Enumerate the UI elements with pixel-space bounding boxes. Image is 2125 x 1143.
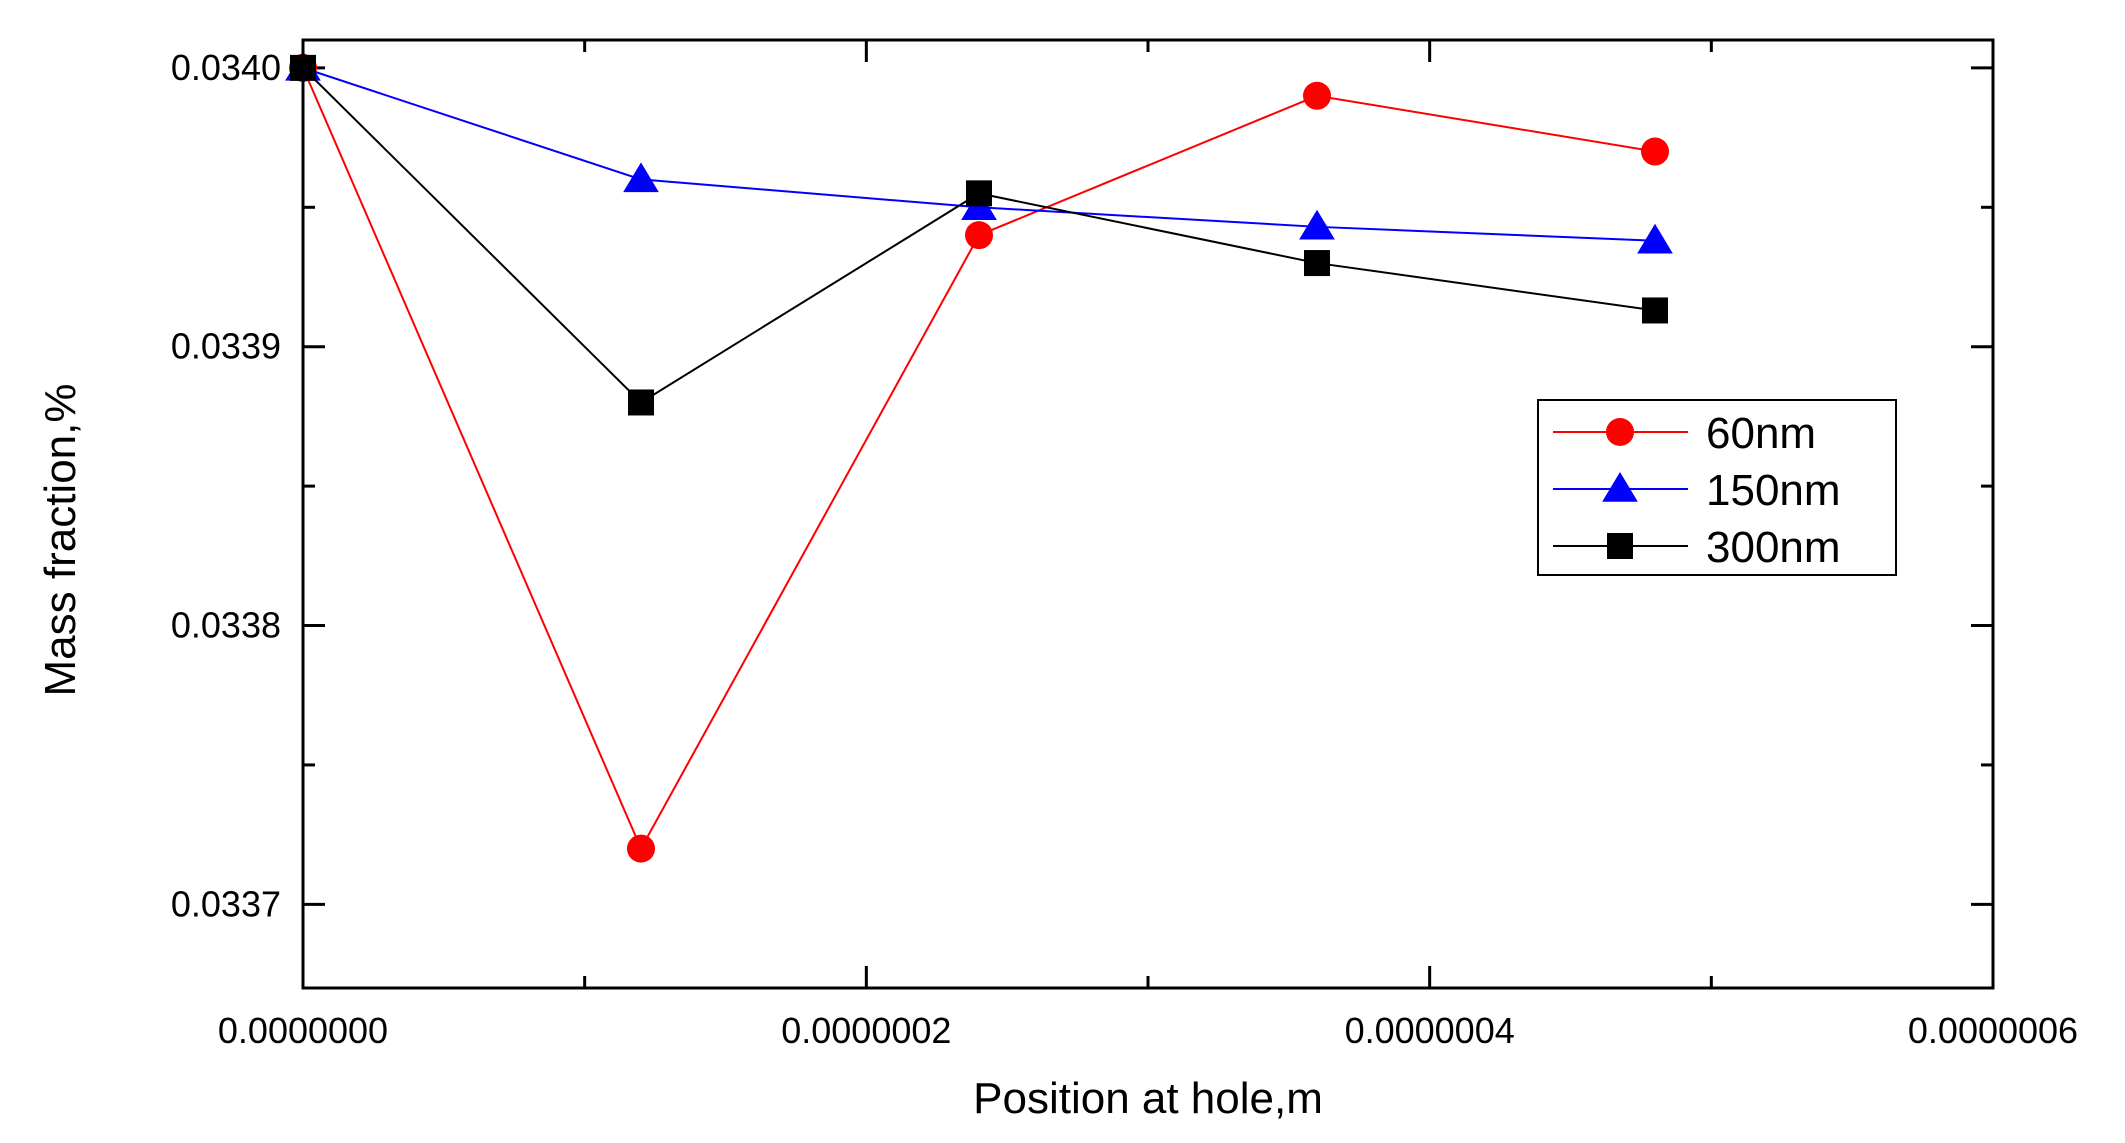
data-point-150nm [1637,223,1673,254]
data-point-60nm [627,834,655,863]
data-point-60nm [1303,81,1331,110]
data-point-300nm [966,180,992,207]
legend-label-60nm: 60nm [1706,409,1816,458]
x-tick-label: 0.0000004 [1345,1010,1515,1051]
legend: 60nm 150nm 300nm [1537,399,1897,576]
data-point-300nm [1642,297,1668,324]
x-axis-title: Position at hole,m [973,1074,1323,1123]
y-tick-label: 0.0340 [171,47,281,88]
y-tick-label: 0.0338 [171,605,281,646]
x-tick-label: 0.0000006 [1908,1010,2078,1051]
data-point-150nm [623,162,659,193]
legend-entry-150nm: 150nm [1553,466,1841,515]
data-point-300nm [1304,250,1330,277]
x-tick-label: 0.0000000 [218,1010,388,1051]
legend-marker-150nm [1602,472,1638,502]
legend-entry-300nm: 300nm [1553,523,1841,572]
legend-marker-60nm [1606,418,1634,446]
legend-entry-60nm: 60nm [1553,409,1816,458]
y-tick-label: 0.0339 [171,326,281,367]
series-300nm [290,54,1668,416]
data-point-150nm [1299,209,1335,240]
data-point-60nm [1641,137,1669,166]
plot-frame [301,38,1995,990]
legend-label-300nm: 300nm [1706,523,1841,572]
series-layer [285,50,1673,863]
tick-labels: 0.0000000 0.0000002 0.0000004 0.0000006 0.03… [171,47,2078,1051]
x-tick-label: 0.0000002 [781,1010,951,1051]
legend-marker-300nm [1607,533,1633,559]
data-point-300nm [628,389,654,416]
y-tick-label: 0.0337 [171,883,281,924]
legend-label-150nm: 150nm [1706,466,1841,515]
y-axis-title: Mass fraction,% [36,384,85,697]
data-point-60nm [965,221,993,250]
